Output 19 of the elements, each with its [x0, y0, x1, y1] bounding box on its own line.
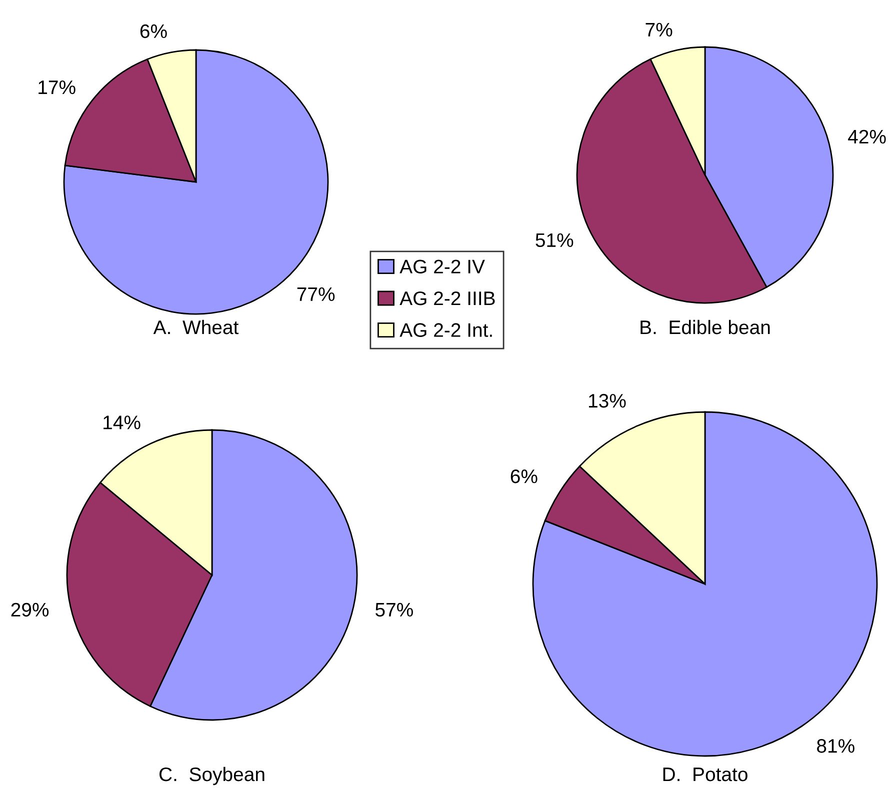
- data-label: 7%: [646, 22, 672, 36]
- data-label: 77%: [297, 287, 335, 302]
- data-label: 6%: [510, 469, 538, 484]
- data-label: 6%: [140, 24, 167, 38]
- data-label: 42%: [848, 130, 886, 144]
- data-label: 29%: [11, 602, 49, 617]
- data-label: 17%: [38, 80, 76, 94]
- data-label: 14%: [104, 416, 140, 430]
- text: D. Potato: [663, 768, 748, 782]
- data-label: 51%: [536, 233, 574, 248]
- legend-label: AG 2-2 Int.: [400, 323, 492, 337]
- text: A. Wheat: [153, 320, 239, 334]
- data-label: 57%: [376, 602, 413, 617]
- text: B. Edible bean: [640, 320, 770, 334]
- data-label: 81%: [817, 739, 854, 753]
- data-label: 13%: [589, 394, 626, 408]
- legend-label: AG 2-2 IV: [400, 260, 485, 274]
- text: C. Soybean: [159, 766, 264, 786]
- legend-label: AG 2-2 IIIB: [400, 291, 495, 306]
